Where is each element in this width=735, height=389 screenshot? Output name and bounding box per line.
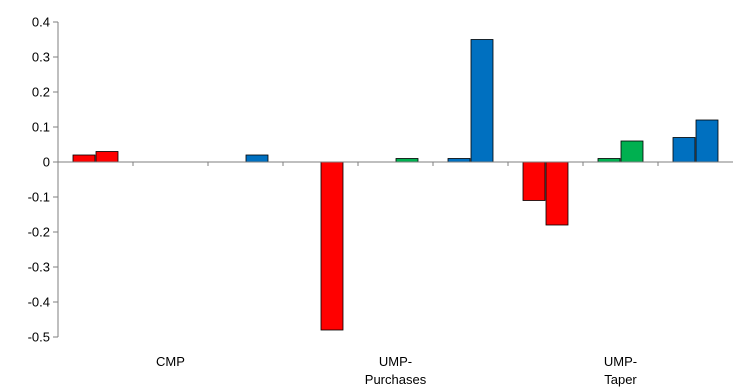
zero-line-layer xyxy=(58,161,733,166)
category-labels: CMP UMP- Purchases UMP- Taper xyxy=(156,354,637,387)
bar xyxy=(95,151,119,163)
bar xyxy=(320,161,344,331)
bar xyxy=(545,161,569,226)
bars xyxy=(72,39,719,331)
y-tick-label: -0.4 xyxy=(28,295,50,310)
category-label: CMP xyxy=(156,354,185,369)
bar xyxy=(470,39,494,163)
category-label: UMP- xyxy=(379,354,412,369)
bar xyxy=(695,119,719,163)
category-label: Taper xyxy=(604,372,637,387)
category-label: UMP- xyxy=(604,354,637,369)
bar xyxy=(672,137,696,163)
y-tick-label: 0 xyxy=(43,155,50,170)
bar xyxy=(597,158,621,163)
y-tick-label: -0.2 xyxy=(28,225,50,240)
axes xyxy=(53,21,59,338)
y-tick-label: -0.5 xyxy=(28,330,50,345)
bar xyxy=(447,158,471,163)
y-tick-label: -0.3 xyxy=(28,260,50,275)
y-tick-label: 0.4 xyxy=(32,15,50,30)
bar xyxy=(395,158,419,163)
y-tick-label: 0.1 xyxy=(32,120,50,135)
y-tick-labels: 0.4 0.3 0.2 0.1 0 -0.1 -0.2 -0.3 -0.4 -0.5 xyxy=(28,15,50,345)
y-tick-label: 0.3 xyxy=(32,50,50,65)
y-tick-label: -0.1 xyxy=(28,190,50,205)
category-label: Purchases xyxy=(365,372,427,387)
bar xyxy=(72,154,96,163)
bar xyxy=(620,140,644,163)
y-tick-label: 0.2 xyxy=(32,85,50,100)
bar xyxy=(245,154,269,163)
bar xyxy=(522,161,546,201)
